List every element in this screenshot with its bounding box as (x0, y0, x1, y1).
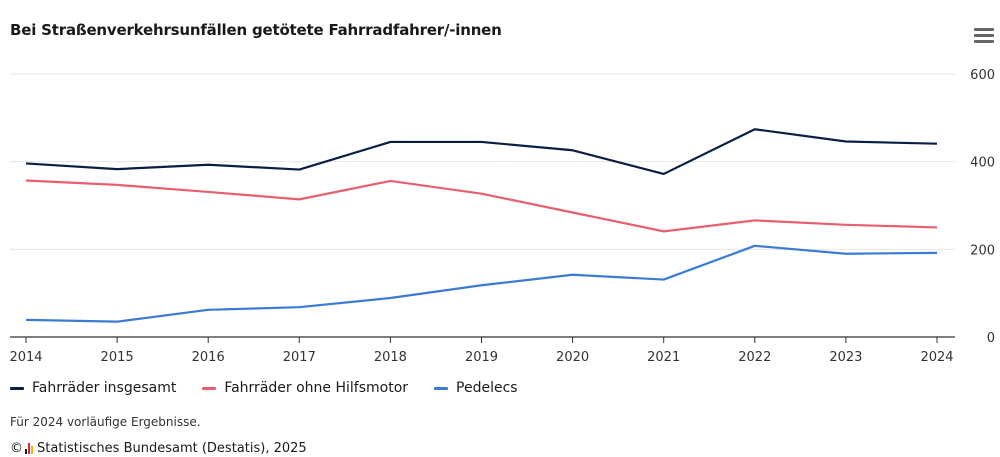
x-tick-label: 2018 (374, 350, 407, 365)
copyright-symbol: © (10, 441, 23, 456)
legend-label-series-1: Fahrräder insgesamt (32, 380, 177, 396)
x-tick-label: 2015 (101, 350, 134, 365)
x-tick-label: 2019 (465, 350, 498, 365)
line-chart: 0 200 400 600 2014 2015 2016 2017 2018 2019 2020 2… (9, 68, 995, 365)
y-tick-label: 400 (970, 156, 995, 171)
footnote: Für 2024 vorläufige Ergebnisse. (10, 415, 201, 429)
hamburger-menu-icon[interactable] (974, 28, 994, 46)
x-tick-label: 2023 (829, 350, 862, 365)
legend-item-series-2[interactable]: Fahrräder ohne Hilfsmotor (202, 380, 408, 396)
series-line-2[interactable] (25, 179, 938, 233)
legend-item-series-3[interactable]: Pedelecs (434, 380, 518, 396)
source-credit: © Statistisches Bundesamt (Destatis), 20… (10, 441, 307, 456)
y-tick-label: 200 (970, 243, 995, 258)
x-tick-label: 2020 (556, 350, 589, 365)
x-tick-label: 2022 (738, 350, 771, 365)
x-tick-label: 2017 (283, 350, 316, 365)
x-tick-label: 2024 (920, 350, 953, 365)
destatis-logo-icon (25, 443, 34, 454)
legend-item-series-1[interactable]: Fahrräder insgesamt (10, 380, 176, 396)
x-tick-label: 2014 (9, 350, 42, 365)
chart-title: Bei Straßenverkehrsunfällen getötete Fah… (10, 21, 502, 39)
x-tick-label: 2021 (647, 350, 680, 365)
legend-swatch-series-3 (434, 386, 449, 390)
legend-label-series-3: Pedelecs (456, 380, 518, 396)
y-tick-label: 600 (970, 68, 995, 83)
chart-legend: Fahrräder insgesamt Fahrräder ohne Hilfs… (10, 380, 544, 396)
legend-label-series-2: Fahrräder ohne Hilfsmotor (224, 380, 409, 396)
source-text: Statistisches Bundesamt (Destatis), 2025 (37, 441, 307, 456)
y-tick-label: 0 (987, 331, 995, 346)
series-line-3[interactable] (25, 244, 938, 323)
legend-swatch-series-2 (202, 386, 217, 390)
legend-swatch-series-1 (10, 386, 24, 390)
series-line-1[interactable] (25, 128, 938, 176)
x-tick-label: 2016 (192, 350, 225, 365)
